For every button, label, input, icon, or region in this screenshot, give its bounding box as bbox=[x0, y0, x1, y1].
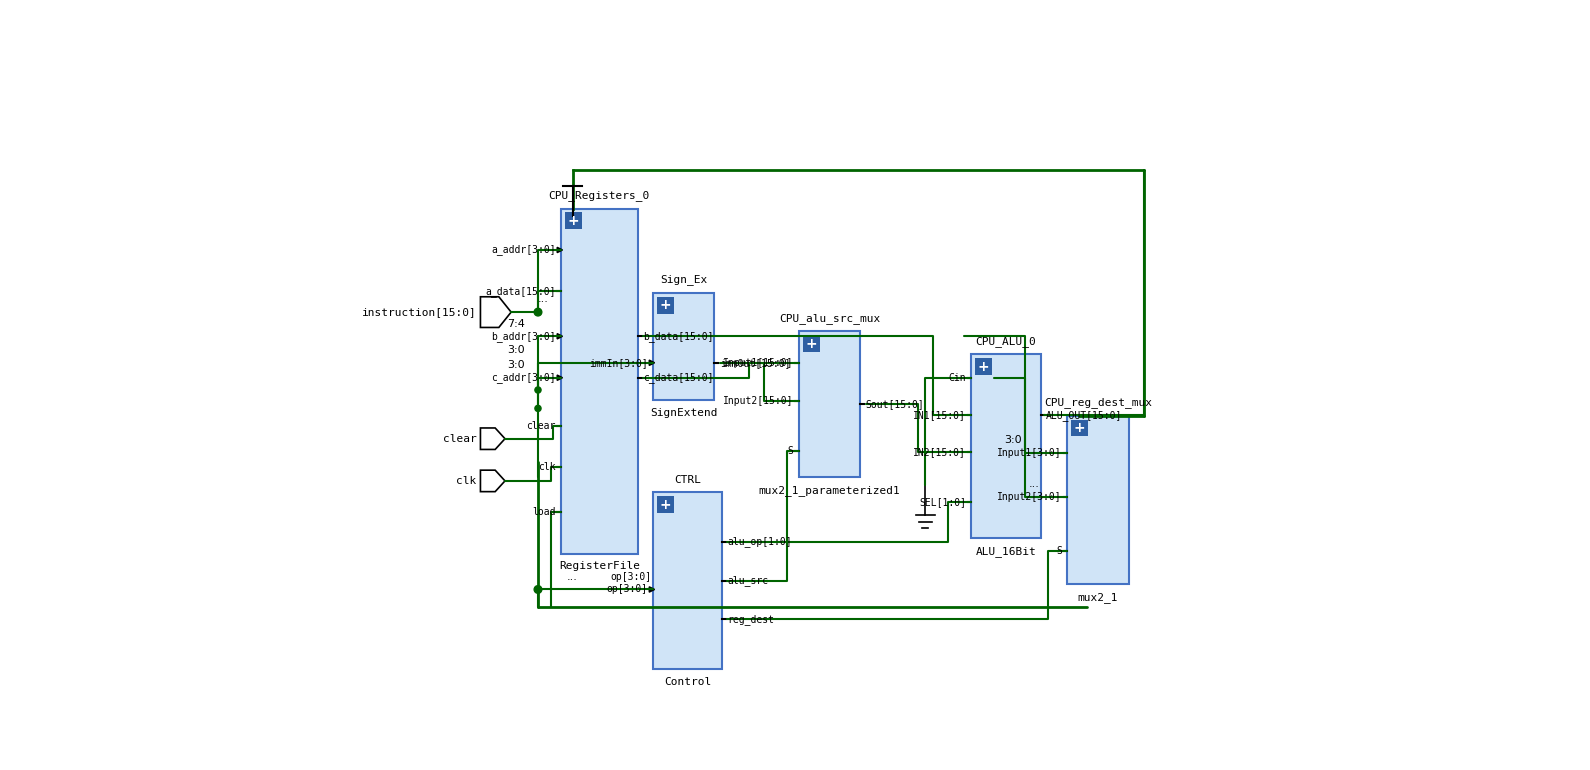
Text: alu_op[1:0]: alu_op[1:0] bbox=[728, 537, 792, 547]
Text: CPU_alu_src_mux: CPU_alu_src_mux bbox=[779, 313, 881, 323]
Text: a_addr[3:0]: a_addr[3:0] bbox=[491, 245, 555, 256]
Text: c_addr[3:0]: c_addr[3:0] bbox=[491, 372, 555, 383]
Text: a_data[15:0]: a_data[15:0] bbox=[485, 286, 555, 297]
Text: Sign_Ex: Sign_Ex bbox=[660, 274, 708, 285]
Text: immIn[3:0]: immIn[3:0] bbox=[588, 358, 647, 368]
Text: 7:4: 7:4 bbox=[507, 319, 525, 329]
Text: Sout[15:0]: Sout[15:0] bbox=[865, 399, 924, 409]
Text: clk: clk bbox=[456, 476, 477, 486]
Text: ALU_16Bit: ALU_16Bit bbox=[976, 546, 1037, 557]
FancyBboxPatch shape bbox=[1067, 416, 1129, 584]
Text: Cin: Cin bbox=[949, 373, 967, 383]
Circle shape bbox=[534, 405, 541, 411]
Text: 3:0: 3:0 bbox=[507, 360, 525, 370]
Text: IN2[15:0]: IN2[15:0] bbox=[913, 447, 967, 457]
Polygon shape bbox=[649, 587, 655, 592]
Text: 3:0: 3:0 bbox=[507, 345, 525, 355]
Text: CTRL: CTRL bbox=[674, 475, 701, 485]
Text: Input2[15:0]: Input2[15:0] bbox=[723, 397, 793, 407]
Text: +: + bbox=[978, 360, 989, 373]
Text: ...: ... bbox=[537, 294, 549, 304]
Text: IN1[15:0]: IN1[15:0] bbox=[913, 410, 967, 420]
Polygon shape bbox=[556, 333, 563, 339]
Text: Input2[3:0]: Input2[3:0] bbox=[997, 492, 1062, 502]
Text: reg_dest: reg_dest bbox=[728, 614, 774, 625]
Polygon shape bbox=[649, 360, 655, 366]
Text: instruction[15:0]: instruction[15:0] bbox=[363, 307, 477, 317]
Circle shape bbox=[534, 387, 541, 393]
Text: mux2_1: mux2_1 bbox=[1078, 592, 1118, 603]
FancyBboxPatch shape bbox=[975, 358, 992, 375]
FancyBboxPatch shape bbox=[657, 496, 674, 513]
Text: +: + bbox=[805, 336, 817, 350]
Text: +: + bbox=[568, 214, 579, 228]
Text: clk: clk bbox=[537, 463, 555, 473]
Text: SignExtend: SignExtend bbox=[650, 408, 717, 418]
Text: +: + bbox=[660, 497, 671, 512]
Text: +: + bbox=[1073, 421, 1086, 435]
Text: b_data[15:0]: b_data[15:0] bbox=[642, 331, 714, 342]
Text: c_data[15:0]: c_data[15:0] bbox=[642, 372, 714, 383]
FancyBboxPatch shape bbox=[653, 293, 714, 400]
Polygon shape bbox=[480, 428, 506, 450]
FancyBboxPatch shape bbox=[971, 354, 1040, 538]
Text: immOut[15:0]: immOut[15:0] bbox=[720, 358, 790, 368]
Text: CPU_ALU_0: CPU_ALU_0 bbox=[976, 336, 1037, 347]
Text: Input1[3:0]: Input1[3:0] bbox=[997, 448, 1062, 458]
FancyBboxPatch shape bbox=[657, 296, 674, 313]
Text: 3:0: 3:0 bbox=[1003, 435, 1021, 445]
Text: S: S bbox=[1056, 546, 1062, 556]
Text: Control: Control bbox=[665, 677, 711, 687]
Circle shape bbox=[534, 586, 542, 594]
Text: RegisterFile: RegisterFile bbox=[558, 561, 639, 571]
Text: op[3:0]: op[3:0] bbox=[611, 572, 652, 582]
Polygon shape bbox=[556, 375, 563, 380]
Text: ALU_OUT[15:0]: ALU_OUT[15:0] bbox=[1046, 410, 1123, 420]
Text: +: + bbox=[660, 298, 671, 312]
Text: op[3:0]: op[3:0] bbox=[606, 584, 647, 594]
Polygon shape bbox=[556, 247, 563, 253]
Text: S: S bbox=[787, 446, 793, 456]
Text: clear: clear bbox=[444, 434, 477, 444]
Polygon shape bbox=[480, 470, 506, 491]
Text: alu_src: alu_src bbox=[728, 575, 768, 586]
FancyBboxPatch shape bbox=[653, 492, 722, 669]
Text: mux2_1_parameterized1: mux2_1_parameterized1 bbox=[758, 485, 900, 496]
FancyBboxPatch shape bbox=[803, 335, 819, 352]
Text: clear: clear bbox=[526, 421, 555, 431]
FancyBboxPatch shape bbox=[561, 209, 638, 554]
Circle shape bbox=[534, 308, 542, 316]
Text: ...: ... bbox=[1029, 479, 1040, 489]
Text: ...: ... bbox=[568, 572, 577, 582]
Text: CPU_reg_dest_mux: CPU_reg_dest_mux bbox=[1045, 397, 1153, 408]
Text: CPU_Registers_0: CPU_Registers_0 bbox=[549, 190, 650, 201]
Text: Input1[15:0]: Input1[15:0] bbox=[723, 358, 793, 368]
Text: b_addr[3:0]: b_addr[3:0] bbox=[491, 331, 555, 342]
FancyBboxPatch shape bbox=[564, 213, 582, 229]
FancyBboxPatch shape bbox=[798, 331, 860, 477]
Text: load: load bbox=[533, 507, 555, 517]
Polygon shape bbox=[480, 296, 510, 327]
FancyBboxPatch shape bbox=[1072, 420, 1088, 437]
Text: SEL[1:0]: SEL[1:0] bbox=[919, 497, 967, 507]
